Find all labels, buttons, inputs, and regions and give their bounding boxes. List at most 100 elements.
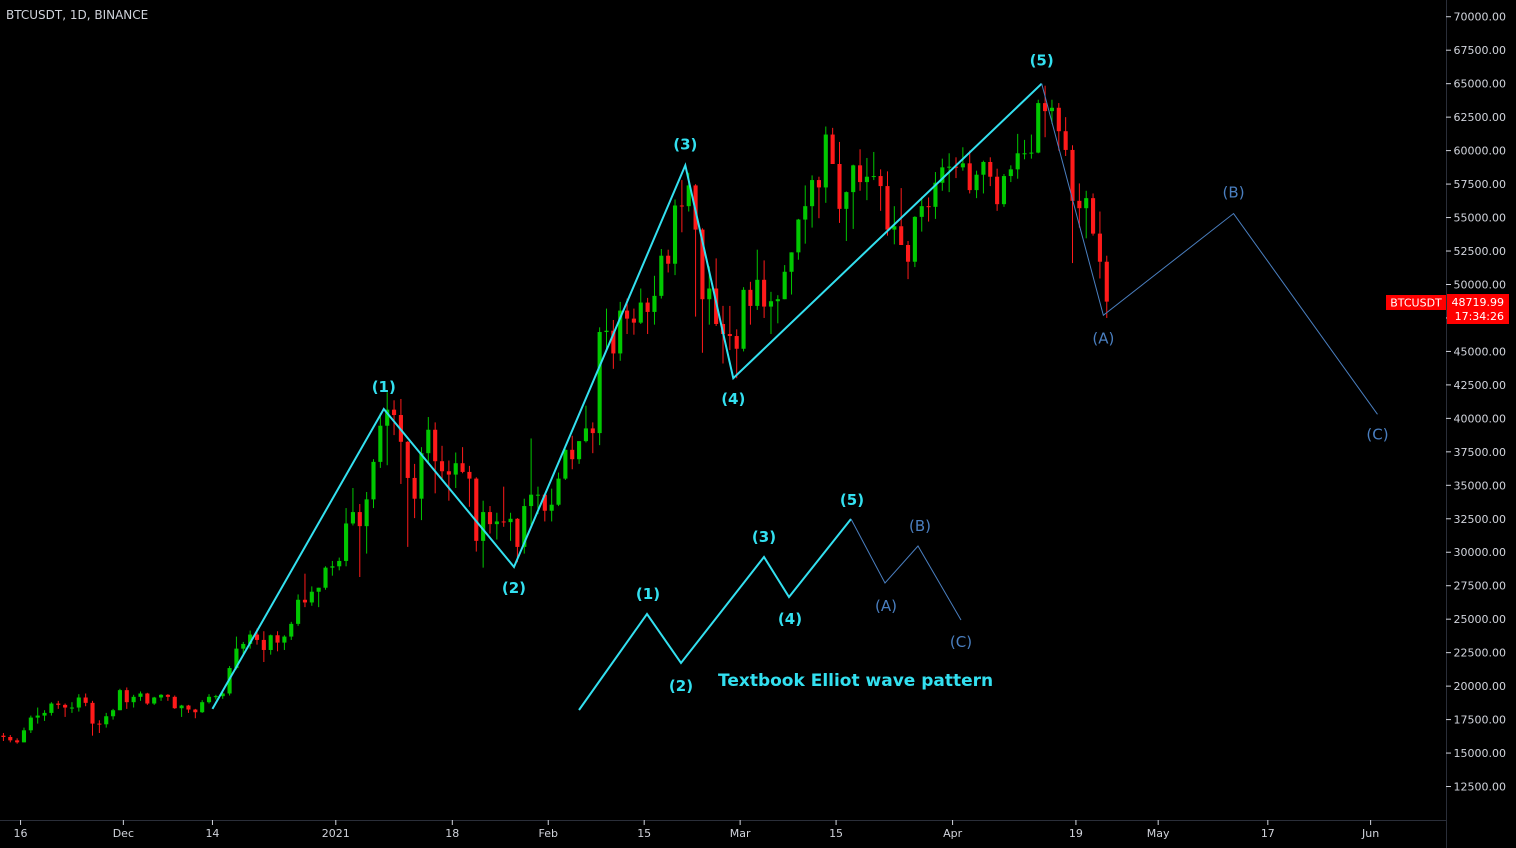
candle: [289, 621, 294, 640]
candle: [487, 506, 493, 534]
candle: [145, 692, 150, 705]
candle: [104, 712, 109, 728]
candle: [35, 707, 40, 724]
candle-body: [391, 409, 397, 416]
price-tag-countdown: 17:34:26: [1455, 310, 1504, 323]
candle: [1104, 255, 1109, 318]
candle: [433, 422, 438, 494]
textbook-wave-label: (4): [778, 610, 802, 628]
candle-body: [1049, 107, 1055, 112]
candle-body: [275, 635, 280, 643]
candle: [15, 738, 20, 744]
candle: [679, 180, 684, 233]
candle-body: [241, 643, 246, 649]
candle-body: [302, 599, 308, 603]
candle: [556, 472, 561, 507]
candle-body: [672, 205, 678, 264]
candle: [1056, 103, 1061, 151]
candle: [446, 460, 451, 501]
candles: [1, 85, 1109, 744]
candle: [967, 150, 972, 194]
time-tick-label: 17: [1261, 827, 1275, 840]
candle: [309, 586, 314, 606]
candle-body: [124, 690, 129, 703]
candle-body: [15, 740, 20, 743]
time-tick-label: 15: [829, 827, 843, 840]
candle-body: [734, 336, 739, 349]
candle: [83, 693, 88, 707]
candle-body: [97, 723, 102, 725]
candle: [28, 715, 33, 733]
candle-body: [515, 518, 520, 547]
candle: [268, 634, 273, 655]
time-tick-label: Jun: [1361, 827, 1379, 840]
candle: [337, 557, 342, 571]
candle-body: [145, 693, 150, 704]
candle-body: [611, 330, 616, 354]
candle-body: [172, 696, 177, 709]
candle-body: [371, 461, 376, 500]
textbook-wave-label: (A): [875, 597, 897, 615]
candle: [823, 126, 828, 203]
candle: [460, 447, 465, 474]
candle: [789, 252, 794, 295]
candle: [755, 249, 760, 310]
candle-body: [666, 255, 671, 264]
candle-body: [261, 639, 266, 650]
candle: [864, 157, 869, 201]
price-tick-label: 27500.00: [1454, 580, 1507, 593]
candle: [1015, 133, 1020, 179]
candle-body: [563, 449, 568, 479]
candle: [323, 566, 328, 590]
time-tick-label: 2021: [322, 827, 350, 840]
candle-body: [323, 567, 328, 588]
candle: [439, 445, 445, 480]
candle: [1043, 85, 1048, 138]
candle: [988, 157, 993, 187]
candle: [974, 170, 979, 199]
candle: [796, 218, 801, 260]
candle-body: [1097, 233, 1102, 262]
candle-body: [234, 648, 239, 669]
candle-body: [453, 463, 458, 475]
candle-body: [165, 694, 170, 697]
candle-body: [645, 302, 650, 312]
candle-body: [268, 635, 273, 650]
candle-body: [988, 161, 993, 177]
candle: [426, 417, 431, 463]
wave-label: (4): [721, 390, 745, 408]
price-axis[interactable]: 12500.00 15000.00 17500.00 20000.00 22500.00…: [1446, 11, 1506, 794]
candle: [56, 700, 61, 709]
candle-body: [158, 694, 164, 698]
candle: [810, 175, 815, 228]
candle-body: [796, 219, 801, 253]
candle: [844, 191, 849, 241]
candle-body: [104, 716, 109, 725]
time-axis[interactable]: 16 Dec 14 2021 18 Feb 15 Mar 15 Apr 19 May 17 Jun: [14, 820, 1380, 840]
textbook-caption: Textbook Elliot wave pattern: [718, 671, 993, 691]
time-tick-label: May: [1147, 827, 1170, 840]
candle-body: [755, 279, 760, 306]
candle-body: [200, 702, 205, 713]
candle: [816, 176, 821, 219]
candle-body: [1084, 198, 1089, 209]
candle-body: [330, 566, 335, 568]
time-tick-label: Feb: [539, 827, 558, 840]
candle-body: [220, 693, 225, 697]
candle-body: [63, 704, 68, 708]
candle: [90, 700, 95, 736]
candle: [1036, 99, 1041, 154]
candle-body: [727, 334, 732, 337]
candle: [220, 692, 225, 699]
price-tick-label: 42500.00: [1454, 379, 1507, 392]
price-tick-label: 35000.00: [1454, 479, 1507, 492]
candle-body: [439, 461, 445, 472]
candle-body: [1104, 261, 1109, 302]
time-tick-label: 16: [14, 827, 28, 840]
candle: [234, 636, 239, 670]
candle: [570, 435, 575, 470]
candle: [775, 295, 780, 324]
candle-body: [789, 252, 794, 272]
candle-body: [56, 703, 61, 705]
